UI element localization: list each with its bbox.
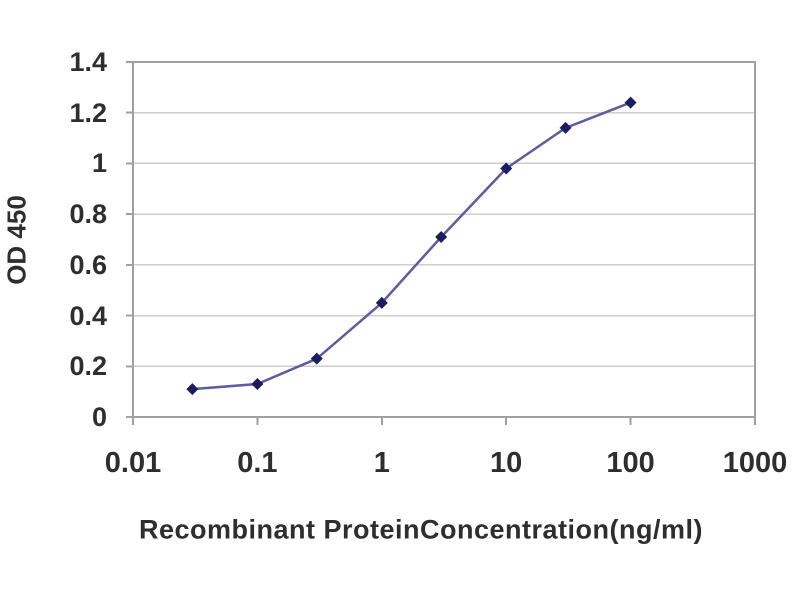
data-point-marker	[375, 296, 388, 309]
y-axis-tick-label: 0.2	[69, 351, 107, 382]
plot-frame	[132, 61, 756, 418]
x-axis-tick-label: 1000	[722, 447, 788, 479]
y-axis-tick-label: 0.8	[69, 199, 107, 230]
series-line	[191, 101, 632, 391]
x-axis-tick-label: 10	[490, 447, 523, 479]
y-axis-tick-label: 1.4	[69, 47, 107, 77]
y-axis-tick-label: 1	[91, 148, 107, 179]
x-axis-title: Recombinant ProteinConcentration(ng/ml)	[138, 514, 704, 545]
x-axis-tick-label: 1	[373, 447, 390, 479]
y-axis-tick-label: 0.6	[69, 249, 107, 280]
x-axis-tick-label: 100	[606, 447, 655, 479]
y-axis-tick-label: 0	[91, 402, 107, 432]
data-point-marker	[251, 378, 264, 391]
y-axis-tick-label: 1.2	[69, 97, 107, 128]
x-axis-tick-label: 0.01	[104, 447, 162, 479]
data-point-marker	[310, 352, 323, 365]
data-point-marker	[186, 383, 199, 396]
data-point-marker	[624, 96, 637, 109]
data-point-marker	[435, 230, 448, 243]
data-point-marker	[500, 162, 513, 175]
data-point-marker	[559, 121, 572, 134]
x-axis-tick-label: 0.1	[237, 447, 278, 479]
y-axis-tick-label: 0.4	[69, 300, 107, 331]
